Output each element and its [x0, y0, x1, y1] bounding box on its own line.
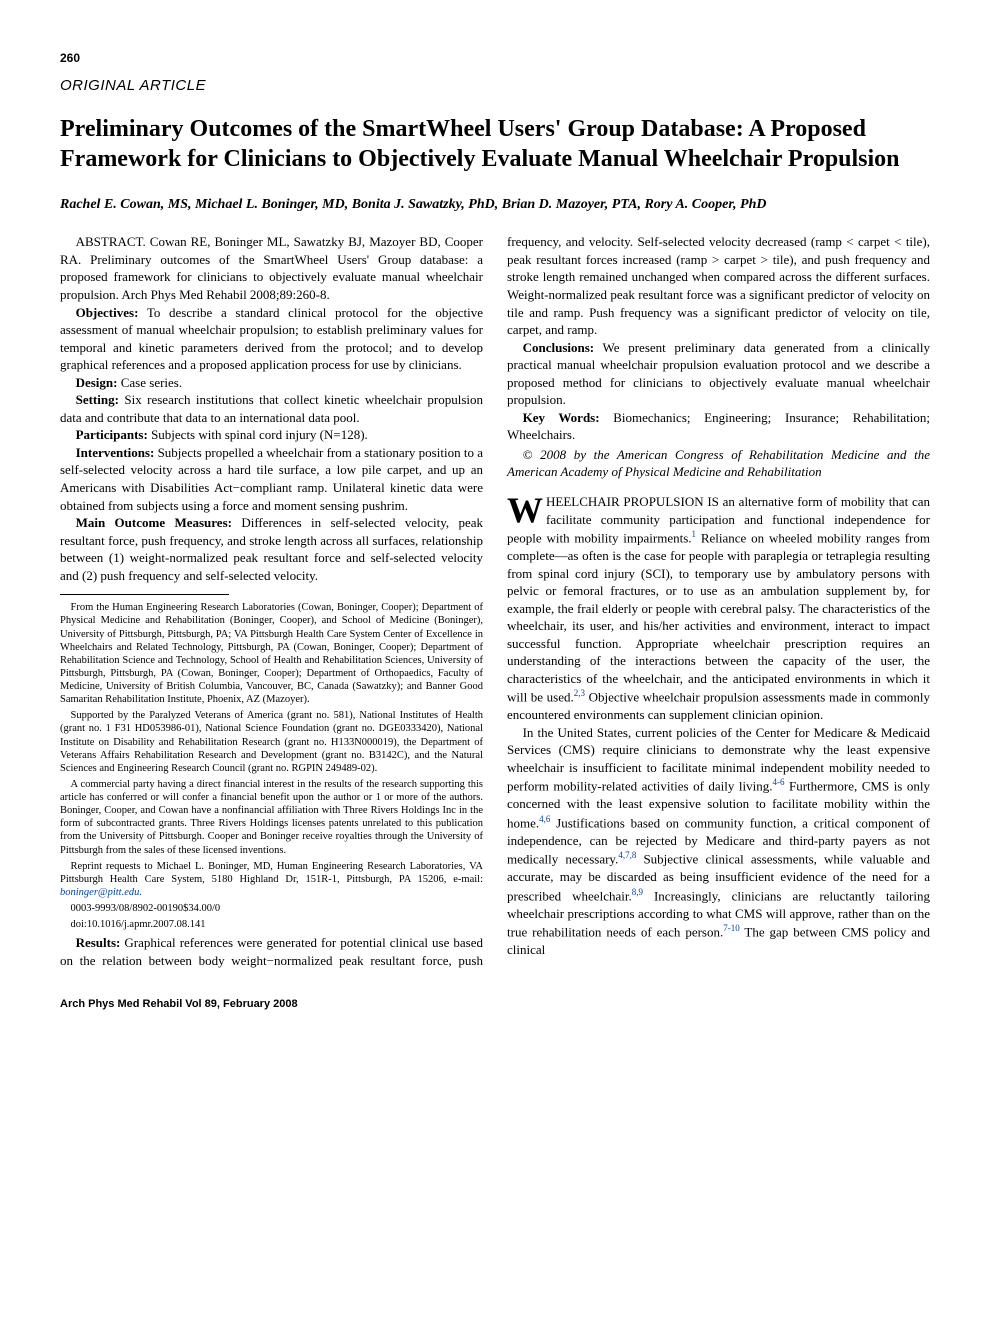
- objectives-label: Objectives:: [76, 305, 139, 320]
- body-paragraph-1: WHEELCHAIR PROPULSION IS an alternative …: [507, 493, 930, 724]
- setting-text: Six research institutions that collect k…: [60, 392, 483, 425]
- abstract-citation: ABSTRACT. Cowan RE, Boninger ML, Sawatzk…: [60, 233, 483, 303]
- footnote-reprint: Reprint requests to Michael L. Boninger,…: [60, 860, 483, 899]
- journal-footer: Arch Phys Med Rehabil Vol 89, February 2…: [60, 997, 930, 1012]
- citation-ref-4-7-8[interactable]: 4,7,8: [618, 850, 636, 860]
- two-column-body: ABSTRACT. Cowan RE, Boninger ML, Sawatzk…: [60, 233, 930, 969]
- participants-label: Participants:: [76, 427, 148, 442]
- article-type: ORIGINAL ARTICLE: [60, 76, 930, 96]
- article-title: Preliminary Outcomes of the SmartWheel U…: [60, 114, 930, 174]
- keywords-paragraph: Key Words: Biomechanics; Engineering; In…: [507, 409, 930, 444]
- footnote-issn: 0003-9993/08/8902-00190$34.00/0: [60, 902, 483, 915]
- footnote-funding: Supported by the Paralyzed Veterans of A…: [60, 709, 483, 775]
- citation-ref-2-3[interactable]: 2,3: [574, 688, 585, 698]
- design-label: Design:: [76, 375, 118, 390]
- participants-paragraph: Participants: Subjects with spinal cord …: [60, 426, 483, 444]
- results-label: Results:: [76, 935, 121, 950]
- dropcap: W: [507, 493, 546, 526]
- setting-paragraph: Setting: Six research institutions that …: [60, 391, 483, 426]
- citation-ref-4-6b[interactable]: 4,6: [539, 814, 550, 824]
- main-outcome-paragraph: Main Outcome Measures: Differences in se…: [60, 514, 483, 584]
- citation-ref-7-10[interactable]: 7-10: [723, 923, 740, 933]
- page-number: 260: [60, 50, 930, 66]
- design-text: Case series.: [117, 375, 182, 390]
- body-p1-b: Reliance on wheeled mobility ranges from…: [507, 530, 930, 704]
- reprint-email-link[interactable]: boninger@pitt.edu.: [60, 887, 142, 898]
- interventions-paragraph: Interventions: Subjects propelled a whee…: [60, 444, 483, 514]
- setting-label: Setting:: [76, 392, 119, 407]
- conclusions-label: Conclusions:: [523, 340, 595, 355]
- keywords-label: Key Words:: [523, 410, 600, 425]
- footnotes-block: From the Human Engineering Research Labo…: [60, 601, 483, 931]
- main-outcome-label: Main Outcome Measures:: [76, 515, 232, 530]
- citation-ref-4-6[interactable]: 4-6: [772, 777, 784, 787]
- footnote-coi: A commercial party having a direct finan…: [60, 778, 483, 857]
- conclusions-paragraph: Conclusions: We present preliminary data…: [507, 339, 930, 409]
- participants-text: Subjects with spinal cord injury (N=128)…: [148, 427, 368, 442]
- citation-ref-8-9[interactable]: 8,9: [632, 887, 643, 897]
- copyright-line: © 2008 by the American Congress of Rehab…: [507, 446, 930, 481]
- footnote-doi: doi:10.1016/j.apmr.2007.08.141: [60, 918, 483, 931]
- footnote-divider: [60, 594, 229, 595]
- body-paragraph-2: In the United States, current policies o…: [507, 724, 930, 959]
- authors-line: Rachel E. Cowan, MS, Michael L. Boninger…: [60, 196, 930, 215]
- footnote-reprint-text: Reprint requests to Michael L. Boninger,…: [60, 861, 483, 885]
- interventions-label: Interventions:: [76, 445, 155, 460]
- objectives-paragraph: Objectives: To describe a standard clini…: [60, 304, 483, 374]
- footnote-affiliations: From the Human Engineering Research Labo…: [60, 601, 483, 706]
- design-paragraph: Design: Case series.: [60, 374, 483, 392]
